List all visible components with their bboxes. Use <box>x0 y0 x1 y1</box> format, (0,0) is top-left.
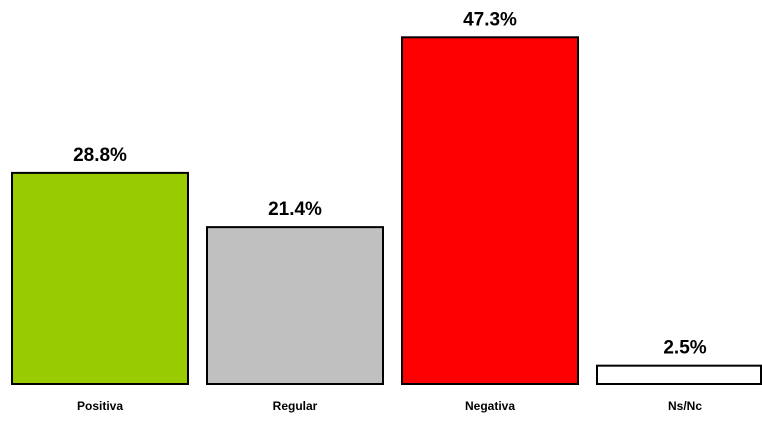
data-label: 2.5% <box>663 338 706 359</box>
x-tick-label: Negativa <box>465 399 515 413</box>
bar-ns-nc <box>596 364 762 385</box>
x-tick-label: Ns/Nc <box>668 399 702 413</box>
x-tick-label: Positiva <box>77 399 123 413</box>
data-label: 21.4% <box>268 199 322 220</box>
bar-negativa <box>401 36 579 386</box>
x-tick-label: Regular <box>273 399 318 413</box>
bar-regular <box>206 226 384 385</box>
data-label: 28.8% <box>73 145 127 166</box>
bar-positiva <box>11 171 189 385</box>
data-label: 47.3% <box>463 9 517 30</box>
